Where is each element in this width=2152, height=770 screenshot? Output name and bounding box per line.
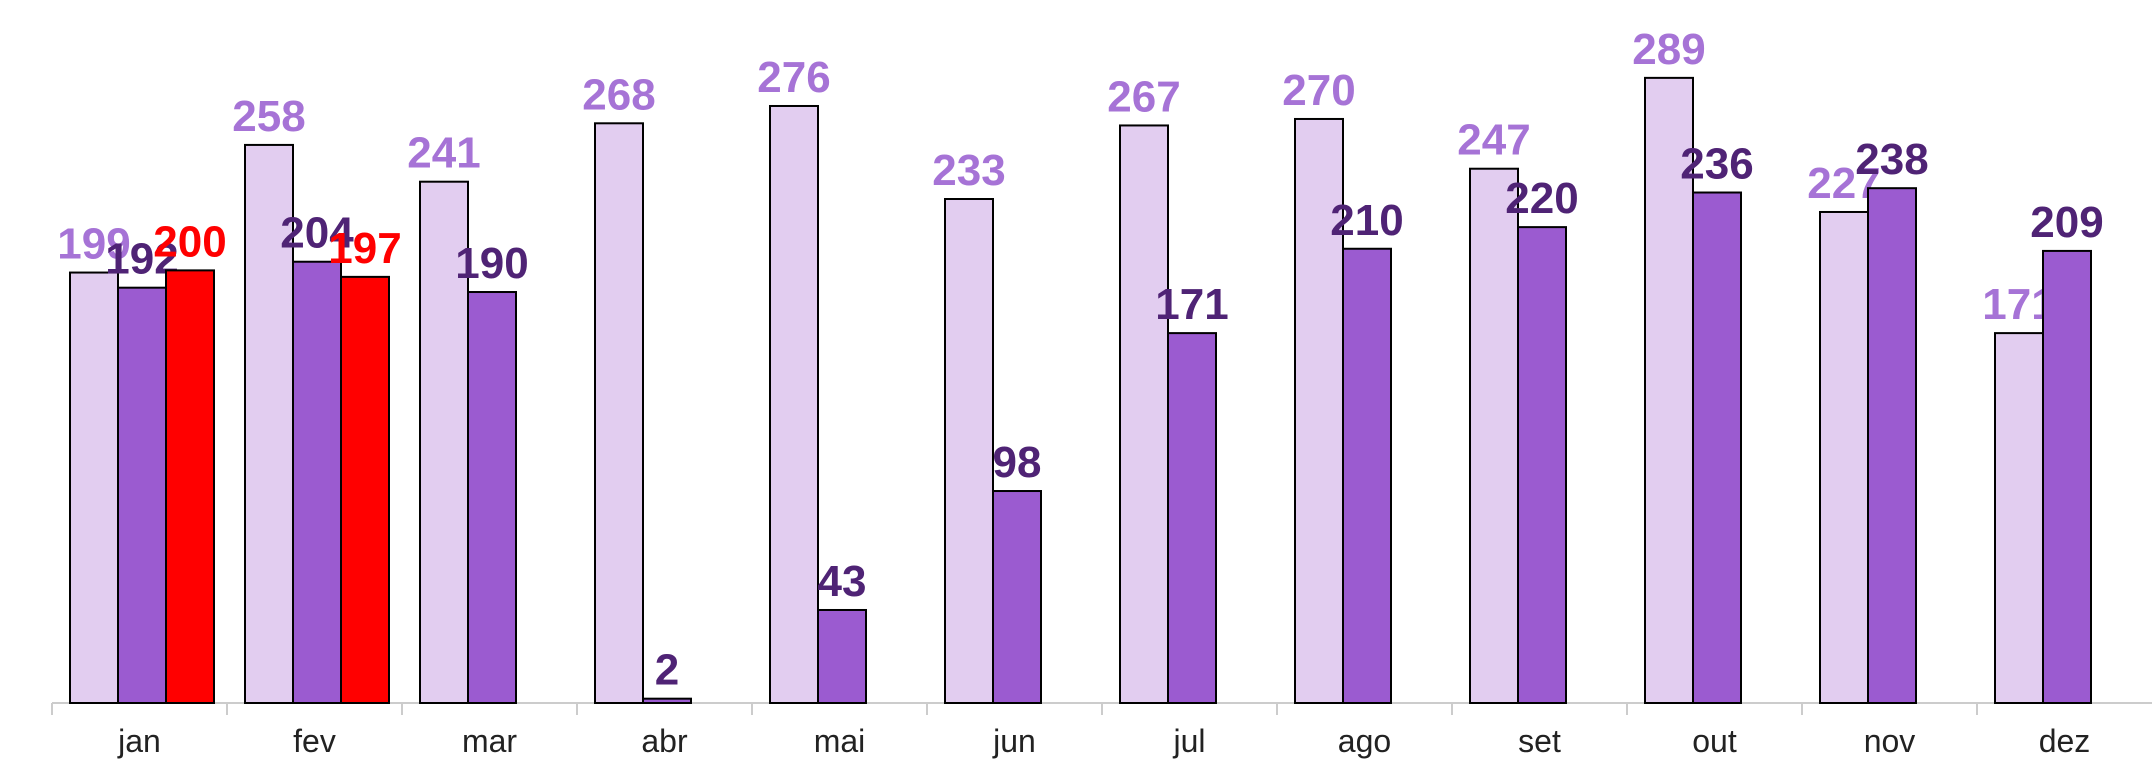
bar <box>244 143 294 704</box>
x-tick-label: out <box>1692 723 1737 759</box>
data-label: 267 <box>1107 72 1180 121</box>
data-label: 289 <box>1632 25 1705 74</box>
x-tick-label: jun <box>992 723 1036 759</box>
x-tick-label: set <box>1518 723 1561 759</box>
data-label: 2 <box>655 646 679 695</box>
data-label: 210 <box>1330 196 1403 245</box>
x-tick-label: dez <box>2039 723 2091 759</box>
data-label: 236 <box>1680 140 1753 189</box>
x-tick-label: nov <box>1864 723 1916 759</box>
data-label: 247 <box>1457 116 1530 165</box>
bar <box>165 269 215 704</box>
bar <box>1994 332 2044 704</box>
data-label: 199 <box>57 220 130 269</box>
x-tick-label: fev <box>293 723 336 759</box>
bar <box>292 260 342 704</box>
bar <box>1119 124 1169 705</box>
data-label: 233 <box>932 146 1005 195</box>
bar <box>1517 226 1567 704</box>
bar <box>340 275 390 704</box>
data-label: 209 <box>2030 198 2103 247</box>
bar <box>1819 210 1869 704</box>
data-label: 276 <box>757 53 830 102</box>
data-label: 258 <box>232 92 305 141</box>
bar <box>817 608 867 704</box>
bar <box>642 697 692 704</box>
data-label: 270 <box>1282 66 1355 115</box>
x-tick-label: ago <box>1338 723 1391 759</box>
data-label: 190 <box>455 239 528 288</box>
bar <box>1342 247 1392 704</box>
data-label: 268 <box>582 70 655 119</box>
data-label: 43 <box>818 557 867 606</box>
bar <box>419 180 469 704</box>
bar <box>1469 167 1519 705</box>
bar <box>117 286 167 704</box>
x-tick-label: mar <box>462 723 517 759</box>
bar <box>2042 249 2092 704</box>
bar <box>769 104 819 704</box>
x-tick-label: jan <box>117 723 161 759</box>
bar <box>944 198 994 704</box>
bar <box>1867 187 1917 705</box>
bar <box>1692 191 1742 704</box>
bar <box>992 490 1042 704</box>
data-label: 200 <box>153 217 226 266</box>
data-label: 238 <box>1855 135 1928 184</box>
data-label: 220 <box>1505 174 1578 223</box>
x-tick-label: abr <box>641 723 688 759</box>
data-label: 197 <box>328 224 401 273</box>
data-label: 171 <box>1155 280 1228 329</box>
x-tick-label: jul <box>1172 723 1205 759</box>
data-label: 241 <box>407 129 480 178</box>
data-label: 98 <box>993 438 1042 487</box>
bar <box>467 291 517 704</box>
x-tick-label: mai <box>814 723 866 759</box>
data-label: 204 <box>280 209 354 258</box>
bar <box>1294 117 1344 704</box>
bar <box>69 271 119 704</box>
bar <box>1167 332 1217 704</box>
bar <box>594 122 644 704</box>
